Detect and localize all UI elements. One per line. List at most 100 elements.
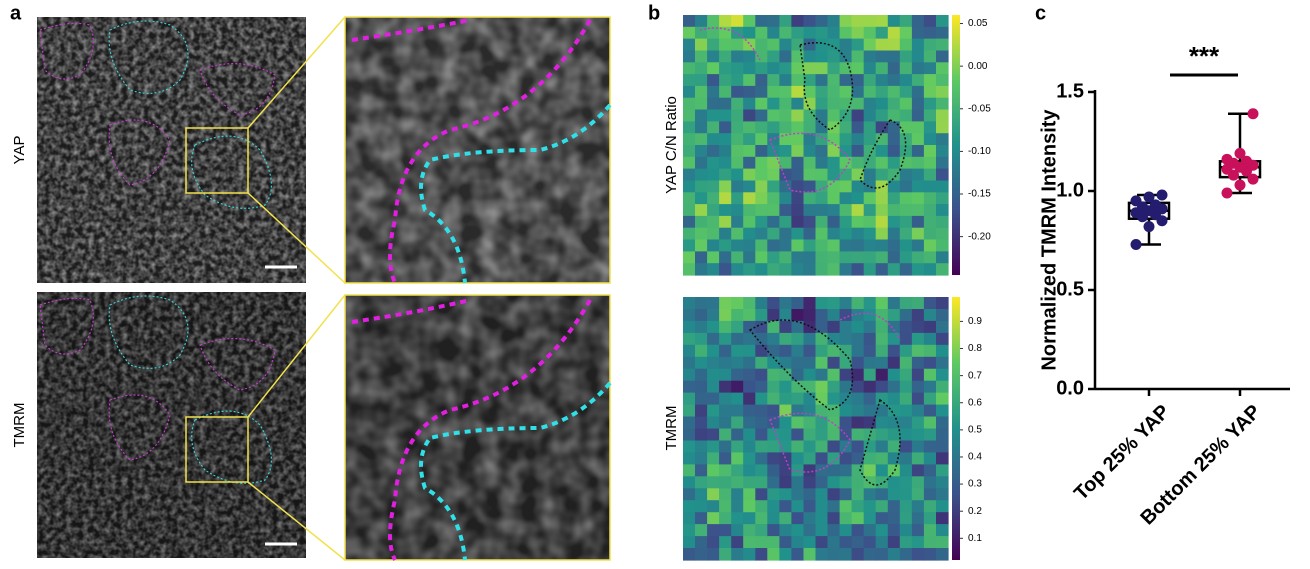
map-cell: [683, 121, 696, 133]
map-cell: [683, 464, 696, 477]
map-cell: [912, 500, 925, 513]
map-cell: [731, 15, 744, 27]
map-cell: [816, 51, 829, 63]
map-cell: [719, 62, 732, 74]
map-cell: [828, 476, 841, 489]
map-cell: [731, 145, 744, 157]
map-cell: [816, 251, 829, 263]
map-cell: [900, 488, 913, 501]
map-cell: [719, 441, 732, 454]
map-cell: [840, 500, 853, 513]
map-cell: [900, 452, 913, 465]
map-cell: [936, 476, 949, 489]
map-cell: [816, 39, 829, 51]
map-cell: [900, 204, 913, 216]
map-cell: [888, 216, 901, 228]
map-cell: [719, 121, 732, 133]
map-cell: [791, 27, 804, 39]
map-cell: [876, 240, 889, 252]
map-cell: [767, 464, 780, 477]
map-cell: [695, 476, 708, 489]
map-cell: [852, 357, 865, 370]
map-cell: [912, 251, 925, 263]
map-cell: [840, 157, 853, 169]
map-cell: [876, 309, 889, 322]
map-cell: [924, 393, 937, 406]
map-cell: [852, 145, 865, 157]
map-cell: [888, 381, 901, 394]
map-cell: [804, 512, 817, 525]
map-cell: [816, 98, 829, 110]
map-cell: [900, 240, 913, 252]
map-cell: [900, 357, 913, 370]
map-cell: [876, 86, 889, 98]
map-cell: [816, 429, 829, 442]
map-cell: [779, 500, 792, 513]
map-cell: [912, 110, 925, 122]
map-cell: [779, 536, 792, 549]
map-cell: [840, 216, 853, 228]
map-cell: [924, 216, 937, 228]
map-cell: [912, 51, 925, 63]
map-cell: [719, 381, 732, 394]
map-cell: [816, 548, 829, 561]
map-cell: [707, 405, 720, 418]
map-cell: [828, 488, 841, 501]
map-cell: [743, 464, 756, 477]
map-cell: [695, 464, 708, 477]
map-cell: [683, 357, 696, 370]
map-cell: [876, 345, 889, 358]
map-cell: [924, 110, 937, 122]
map-cell: [900, 98, 913, 110]
map-cell: [876, 181, 889, 193]
row-label: TMRM: [663, 406, 680, 451]
map-cell: [695, 405, 708, 418]
map-cell: [791, 263, 804, 275]
tick-label: -0.10: [968, 146, 991, 157]
map-cell: [936, 524, 949, 537]
map-cell: [876, 393, 889, 406]
map-cell: [828, 464, 841, 477]
map-cell: [936, 121, 949, 133]
map-cell: [936, 86, 949, 98]
map-cell: [791, 169, 804, 181]
map-cell: [695, 309, 708, 322]
map-cell: [876, 476, 889, 489]
map-cell: [936, 74, 949, 86]
map-cell: [816, 216, 829, 228]
map-cell: [755, 452, 768, 465]
map-cell: [767, 240, 780, 252]
map-cell: [888, 464, 901, 477]
map-cell: [731, 417, 744, 430]
map-cell: [864, 524, 877, 537]
map-cell: [695, 452, 708, 465]
map-cell: [731, 251, 744, 263]
map-cell: [840, 86, 853, 98]
map-cell: [888, 297, 901, 310]
map-cell: [731, 441, 744, 454]
map-cell: [707, 369, 720, 382]
map-cell: [924, 429, 937, 442]
map-cell: [876, 251, 889, 263]
map-cell: [864, 263, 877, 275]
map-cell: [864, 512, 877, 525]
map-cell: [683, 228, 696, 240]
map-cell: [864, 204, 877, 216]
map-cell: [707, 321, 720, 334]
map-cell: [804, 369, 817, 382]
map-cell: [936, 536, 949, 549]
map-cell: [707, 536, 720, 549]
map-cell: [683, 441, 696, 454]
map-cell: [876, 216, 889, 228]
map-cell: [828, 405, 841, 418]
map-cell: [900, 464, 913, 477]
map-cell: [816, 488, 829, 501]
map-cell: [804, 263, 817, 275]
map-cell: [888, 51, 901, 63]
map-cell: [719, 357, 732, 370]
map-cell: [900, 297, 913, 310]
map-cell: [864, 381, 877, 394]
map-cell: [912, 548, 925, 561]
map-cell: [719, 86, 732, 98]
map-cell: [755, 524, 768, 537]
